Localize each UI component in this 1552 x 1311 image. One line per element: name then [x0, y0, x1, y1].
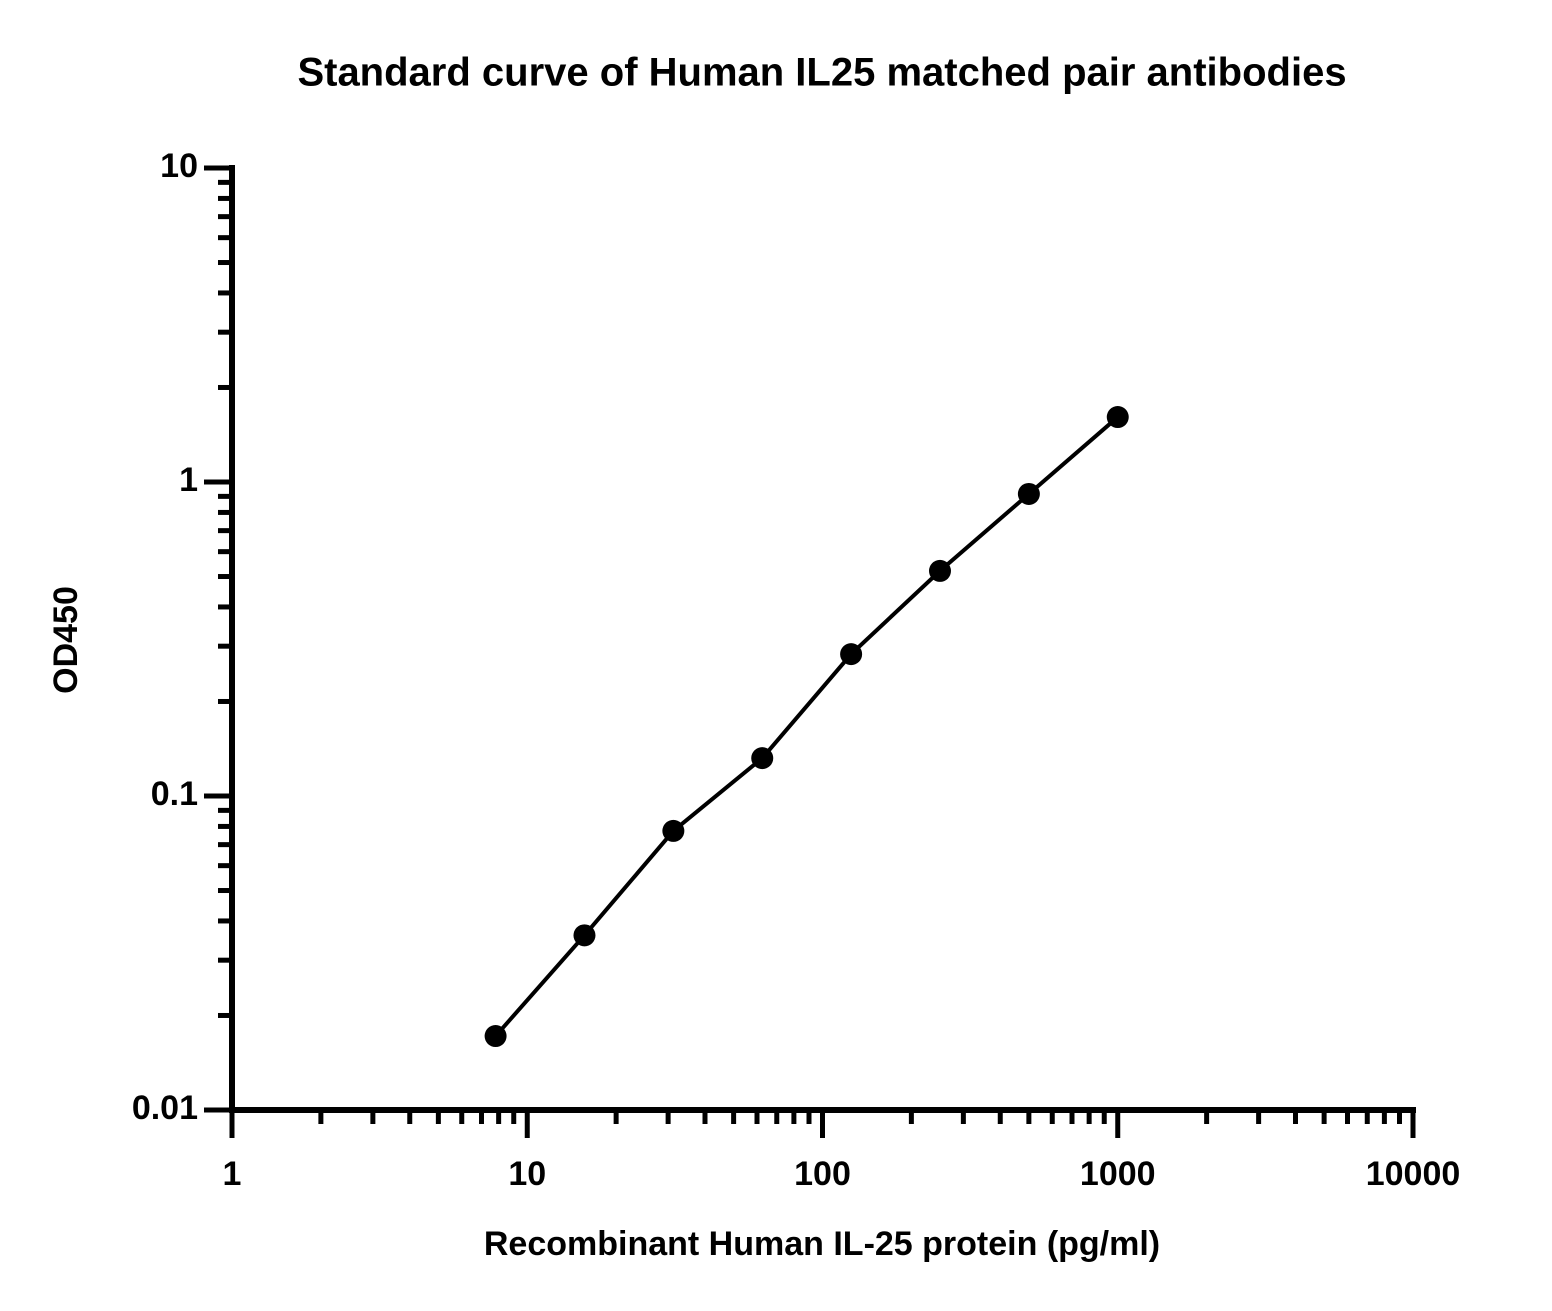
curve [494, 415, 1120, 1038]
x-tick-label: 1000 [1080, 1155, 1156, 1193]
y-tick-label: 0.01 [132, 1089, 198, 1127]
x-tick-label: 1 [223, 1155, 242, 1193]
y-tick-label: 10 [160, 147, 198, 185]
data-point [573, 924, 596, 947]
data-point [751, 747, 774, 770]
y-tick-label: 1 [179, 461, 198, 499]
x-tick-label: 10000 [1366, 1155, 1461, 1193]
data-point [1106, 406, 1129, 429]
x-tick-label: 100 [794, 1155, 851, 1193]
data-point [484, 1025, 507, 1048]
data-point [1017, 482, 1040, 505]
chart-title: Standard curve of Human IL25 matched pai… [297, 51, 1346, 95]
y-tick-label: 0.1 [151, 775, 198, 813]
y-axis-label: OD450 [47, 586, 85, 694]
data-point [662, 819, 685, 842]
data-point [928, 559, 951, 582]
data-point [840, 643, 863, 666]
x-tick-label: 10 [508, 1155, 546, 1193]
x-axis-label: Recombinant Human IL-25 protein (pg/ml) [484, 1225, 1160, 1263]
